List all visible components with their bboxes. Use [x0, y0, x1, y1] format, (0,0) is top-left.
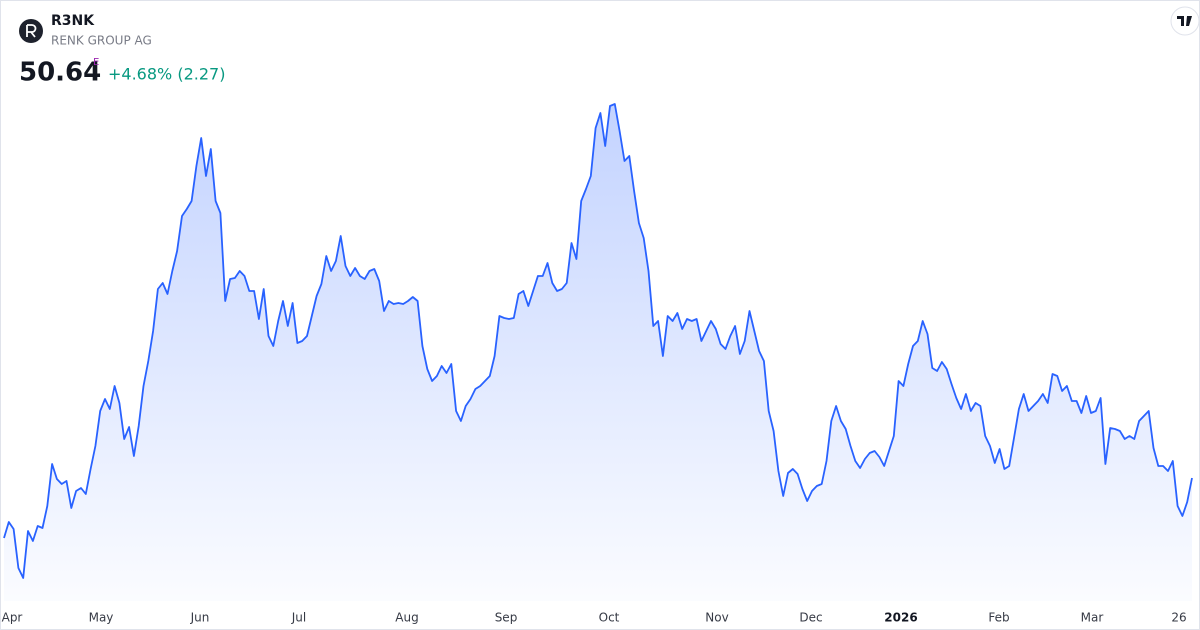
x-tick-label: Sep: [495, 611, 518, 625]
company-name: RENK GROUP AG: [51, 34, 152, 48]
x-tick-label: Jul: [291, 611, 306, 625]
price: 50.64: [19, 58, 101, 88]
logo: [19, 19, 43, 43]
x-tick-label: 26: [1171, 611, 1186, 625]
x-tick-label: Jun: [190, 611, 210, 625]
flag: E: [93, 57, 99, 68]
x-tick-label: 2026: [884, 611, 917, 625]
symbol: R3NK: [51, 13, 95, 29]
x-tick-label: Aug: [395, 611, 418, 625]
x-tick-label: Dec: [799, 611, 822, 625]
x-tick-label: Oct: [599, 611, 620, 625]
x-tick-label: Nov: [705, 611, 728, 625]
x-tick-label: May: [89, 611, 114, 625]
area-fill: [4, 104, 1192, 601]
price-change: +4.68% (2.27): [108, 65, 225, 84]
x-tick-label: Mar: [1081, 611, 1104, 625]
price-line: [3, 103, 1193, 579]
x-tick-label: Feb: [988, 611, 1009, 625]
x-tick-label: Apr: [2, 611, 23, 625]
tv-logo[interactable]: [1170, 6, 1199, 36]
